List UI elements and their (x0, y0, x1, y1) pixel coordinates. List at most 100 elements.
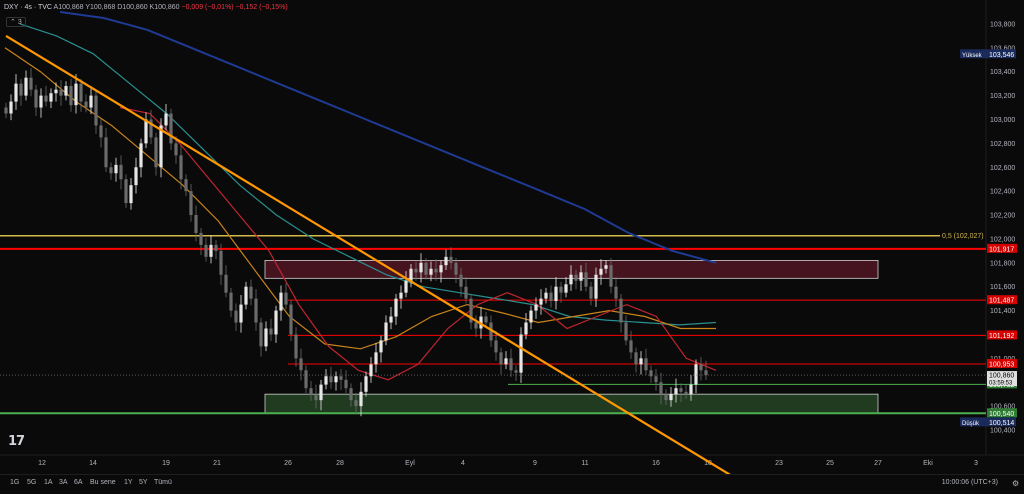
timeframe-5g[interactable]: 5G (27, 479, 37, 486)
chart-background (0, 0, 1024, 474)
candle-body (689, 384, 693, 395)
y-tick-label: 103,200 (990, 93, 1015, 100)
candle-body (464, 286, 468, 299)
candle-body (259, 322, 263, 347)
ema-blue-line (59, 11, 717, 264)
candle-body (134, 167, 138, 186)
candle-body (514, 370, 518, 373)
y-tick-label: 103,400 (990, 69, 1015, 76)
candle-body (474, 322, 478, 329)
candle-body (379, 340, 383, 353)
candle-body (539, 298, 543, 305)
candle-body (699, 364, 703, 371)
candle-body (314, 394, 318, 401)
x-tick-label: 19 (162, 460, 170, 467)
countdown-label: 03:59:53 (989, 381, 1013, 387)
candle-body (119, 164, 123, 180)
candle-body (389, 316, 393, 323)
timeframe-1g[interactable]: 1G (10, 479, 20, 486)
timeframe-1a[interactable]: 1A (44, 479, 53, 486)
candle-body (659, 382, 663, 395)
candle-body (189, 191, 193, 216)
candle-body (469, 298, 473, 323)
y-tick-label: 101,800 (990, 260, 1015, 267)
candle-body (144, 119, 148, 144)
candle-body (294, 334, 298, 359)
candle-body (274, 310, 278, 335)
candle-body (149, 119, 153, 138)
indicator-count-badge[interactable]: ⌃ 3 (6, 17, 26, 27)
timeframe-ytd[interactable]: Bu sene (90, 479, 116, 486)
candle-body (634, 352, 638, 365)
candle-body (94, 95, 98, 126)
candle-body (584, 272, 588, 287)
candle-body (484, 316, 488, 323)
candle-body (354, 400, 358, 407)
candle-body (204, 244, 208, 257)
fib-level-label: 0,5 (102,027) (942, 233, 984, 240)
candle-body (49, 93, 53, 102)
timeframe-6a[interactable]: 6A (74, 479, 83, 486)
level-badge-label: 101,487 (989, 298, 1014, 305)
candle-body (319, 384, 323, 401)
x-tick-label: 16 (652, 460, 660, 467)
candle-body (254, 298, 258, 323)
candle-body (409, 268, 413, 281)
candle-body (64, 86, 68, 96)
candle-body (139, 143, 143, 168)
candle-body (619, 298, 623, 323)
candle-body (549, 292, 553, 302)
ema-red-line (119, 106, 717, 381)
candle-body (399, 292, 403, 299)
y-tick-label: 100,600 (990, 404, 1015, 411)
candle-body (504, 358, 508, 365)
current-price-label: 100,860 (989, 373, 1014, 380)
candle-body (664, 394, 668, 401)
timeframe-5y[interactable]: 5Y (139, 479, 148, 486)
y-tick-label: 101,400 (990, 308, 1015, 315)
gear-icon[interactable]: ⚙ (1012, 479, 1020, 488)
y-tick-label: 102,800 (990, 141, 1015, 148)
x-tick-label: 4 (461, 460, 465, 467)
candle-body (639, 358, 643, 365)
candle-body (629, 340, 633, 353)
candle-body (269, 328, 273, 335)
candle-body (364, 376, 368, 392)
candle-body (69, 86, 73, 106)
candle-body (624, 322, 628, 341)
legend-symbol[interactable]: DXY · 4s · TVC (4, 4, 52, 11)
candle-body (489, 322, 493, 341)
x-tick-label: Eyl (405, 460, 415, 467)
candle-body (284, 292, 288, 305)
x-tick-label: 9 (533, 460, 537, 467)
ema-teal-line (19, 23, 717, 326)
candle-body (574, 274, 578, 281)
timeframe-3a[interactable]: 3A (59, 479, 68, 486)
x-tick-label: 28 (336, 460, 344, 467)
candle-body (594, 274, 598, 299)
candle-body (559, 286, 563, 293)
timeframe-all[interactable]: Tümü (154, 479, 172, 486)
candle-body (579, 272, 583, 281)
level-badge-label: 101,917 (989, 246, 1014, 253)
candle-body (19, 83, 23, 96)
candle-body (649, 370, 653, 377)
candle-body (414, 268, 418, 273)
timeframe-1y[interactable]: 1Y (124, 479, 133, 486)
candle-body (264, 328, 268, 347)
x-tick-label: 11 (581, 460, 588, 467)
clock[interactable]: 10:00:06 (UTC+3) (941, 479, 998, 486)
level-badge-label: 100,953 (989, 361, 1014, 368)
y-tick-label: 102,400 (990, 189, 1015, 196)
candle-body (394, 298, 398, 317)
candle-body (339, 376, 343, 380)
candle-body (129, 185, 133, 204)
tradingview-logo-icon[interactable]: 17 (8, 434, 25, 449)
candle-body (114, 164, 118, 174)
price-chart[interactable]: 103,800 103,600 103,400 103,200 103,000 102,8… (0, 0, 1024, 474)
candle-body (219, 250, 223, 275)
candle-body (104, 137, 108, 168)
candle-body (249, 286, 253, 299)
candle-body (54, 89, 58, 94)
